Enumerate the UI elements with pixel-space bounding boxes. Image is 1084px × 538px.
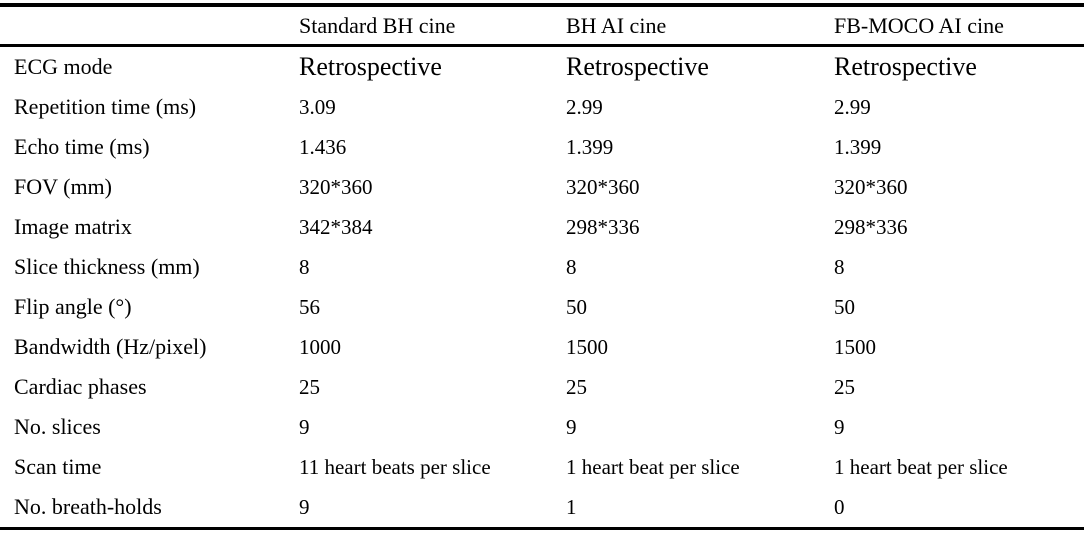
header-row: Standard BH cine BH AI cine FB-MOCO AI c… [0, 5, 1084, 47]
cell-value: 298*336 [834, 214, 908, 239]
cell-value: Retrospective [566, 52, 709, 81]
row-label: Slice thickness (mm) [14, 254, 200, 279]
cell-value: 1.399 [834, 134, 882, 159]
table-row-no-slices: No. slices 9 9 9 [0, 407, 1084, 447]
column-header-bh-ai-cine: BH AI cine [566, 5, 834, 47]
row-label: No. slices [14, 414, 101, 439]
table-row-slice-thickness: Slice thickness (mm) 8 8 8 [0, 247, 1084, 287]
cell-value: 9 [299, 494, 310, 519]
cell-value: Retrospective [299, 52, 442, 81]
cell-value: 8 [299, 254, 310, 279]
row-label: Cardiac phases [14, 374, 147, 399]
header-corner-cell [0, 5, 299, 47]
cell-value: 9 [834, 414, 845, 439]
cell-value: 8 [566, 254, 577, 279]
cell-value: 1.399 [566, 134, 614, 159]
row-label: Flip angle (°) [14, 294, 132, 319]
table-row-fov: FOV (mm) 320*360 320*360 320*360 [0, 167, 1084, 207]
cell-value: 9 [299, 414, 310, 439]
row-label: No. breath-holds [14, 494, 162, 519]
row-label: ECG mode [14, 54, 113, 79]
cell-value: 298*336 [566, 214, 640, 239]
table-row-ecg-mode: ECG mode Retrospective Retrospective Ret… [0, 46, 1084, 88]
table-row-no-breath-holds: No. breath-holds 9 1 0 [0, 487, 1084, 529]
table-row-flip-angle: Flip angle (°) 56 50 50 [0, 287, 1084, 327]
cell-value: 50 [834, 294, 855, 319]
row-label: Scan time [14, 454, 102, 479]
column-header-standard-bh-cine: Standard BH cine [299, 5, 566, 47]
cell-value: 11 heart beats per slice [299, 454, 491, 479]
table-row-scan-time: Scan time 11 heart beats per slice 1 hea… [0, 447, 1084, 487]
cell-value: 50 [566, 294, 587, 319]
cell-value: 1 [566, 494, 577, 519]
table-row-cardiac-phases: Cardiac phases 25 25 25 [0, 367, 1084, 407]
cell-value: 25 [834, 374, 855, 399]
cell-value: 1000 [299, 334, 341, 359]
cell-value: 25 [566, 374, 587, 399]
cell-value: 25 [299, 374, 320, 399]
table-row-image-matrix: Image matrix 342*384 298*336 298*336 [0, 207, 1084, 247]
cell-value: 2.99 [834, 94, 871, 119]
cell-value: 0 [834, 494, 845, 519]
cell-value: 2.99 [566, 94, 603, 119]
cell-value: 320*360 [566, 174, 640, 199]
cell-value: 1500 [834, 334, 876, 359]
cell-value: 3.09 [299, 94, 336, 119]
cell-value: Retrospective [834, 52, 977, 81]
column-header-fb-moco-ai-cine: FB-MOCO AI cine [834, 5, 1084, 47]
cell-value: 1500 [566, 334, 608, 359]
paper-table-page: Standard BH cine BH AI cine FB-MOCO AI c… [0, 3, 1084, 538]
cell-value: 9 [566, 414, 577, 439]
cell-value: 8 [834, 254, 845, 279]
cell-value: 1 heart beat per slice [566, 454, 740, 479]
row-label: Echo time (ms) [14, 134, 150, 159]
cell-value: 320*360 [834, 174, 908, 199]
row-label: FOV (mm) [14, 174, 112, 199]
cell-value: 1 heart beat per slice [834, 454, 1008, 479]
cell-value: 342*384 [299, 214, 373, 239]
row-label: Bandwidth (Hz/pixel) [14, 334, 207, 359]
scan-parameters-table: Standard BH cine BH AI cine FB-MOCO AI c… [0, 3, 1084, 530]
row-label: Repetition time (ms) [14, 94, 197, 119]
cell-value: 1.436 [299, 134, 347, 159]
cell-value: 56 [299, 294, 320, 319]
table-row-bandwidth: Bandwidth (Hz/pixel) 1000 1500 1500 [0, 327, 1084, 367]
cell-value: 320*360 [299, 174, 373, 199]
table-row-echo-time: Echo time (ms) 1.436 1.399 1.399 [0, 127, 1084, 167]
row-label: Image matrix [14, 214, 132, 239]
table-row-repetition-time: Repetition time (ms) 3.09 2.99 2.99 [0, 87, 1084, 127]
